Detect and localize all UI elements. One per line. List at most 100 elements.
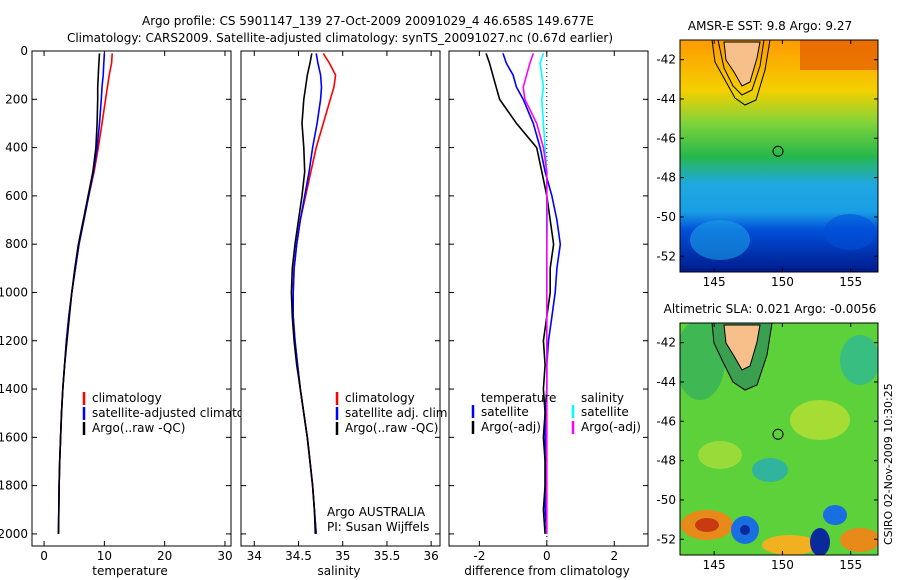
sla-patch <box>752 458 788 482</box>
tasmania-land <box>723 41 761 87</box>
x-tick-label: 155 <box>839 558 862 572</box>
x-tick-label: 0 <box>543 549 551 563</box>
y-tick-label: -48 <box>656 454 676 468</box>
legend-label-sal-satellite: satellite <box>581 405 629 419</box>
sst-map-title: AMSR-E SST: 9.8 Argo: 9.27 <box>688 19 852 33</box>
legend-label-temp-argo: Argo(-adj) <box>481 420 541 434</box>
x-tick-label: 34 <box>247 549 262 563</box>
series-line <box>522 53 548 534</box>
sst-patch <box>824 214 876 250</box>
y-tick-label: -42 <box>656 336 676 350</box>
y-tick-label: 600 <box>5 189 28 203</box>
x-tick-label: 145 <box>703 275 726 289</box>
x-tick-label: 155 <box>839 275 862 289</box>
y-tick-label: -52 <box>656 532 676 546</box>
salinity-ticks: 34 34.5 35 35.5 36 <box>241 50 440 563</box>
y-tick-label: -46 <box>656 131 676 145</box>
x-tick-label: 34.5 <box>285 549 312 563</box>
temperature-legend: climatology satellite-adjusted climatolo… <box>82 391 270 435</box>
y-tick-label: -48 <box>656 171 676 185</box>
difference-panel: -2 0 2 difference from climatology tempera… <box>448 50 649 578</box>
sla-patch <box>840 528 878 552</box>
x-tick-label: 35 <box>335 549 350 563</box>
legend-label-temp-satellite: satellite <box>481 405 529 419</box>
sst-contour-inner <box>717 40 765 96</box>
x-tick-label: 150 <box>771 275 794 289</box>
y-tick-label: 400 <box>5 141 28 155</box>
argo-annotation-line2: PI: Susan Wijffels <box>327 520 429 534</box>
series-line <box>502 53 562 534</box>
difference-xlabel: difference from climatology <box>464 564 630 578</box>
temperature-axes-box <box>31 50 232 547</box>
y-tick-label: 1000 <box>0 285 28 299</box>
x-tick-label: 20 <box>157 549 172 563</box>
y-tick-label: -46 <box>656 414 676 428</box>
y-tick-label: 1800 <box>0 479 28 493</box>
x-tick-label: 145 <box>703 558 726 572</box>
x-tick-label: 150 <box>771 558 794 572</box>
sst-map-frame <box>679 39 879 273</box>
sla-patch <box>695 518 719 532</box>
y-tick-label: -50 <box>656 493 676 507</box>
x-tick-label: 36 <box>424 549 439 563</box>
y-tick-label: -44 <box>656 375 676 389</box>
argo-annotation-line1: Argo AUSTRALIA <box>327 505 426 519</box>
sla-patch <box>762 535 818 555</box>
x-tick-label: 30 <box>217 549 232 563</box>
temperature-ticks: 0 10 20 30 0 200 400 600 800 1000 1200 1400 1600 1800… <box>0 44 233 563</box>
sla-patch <box>840 335 878 385</box>
figure-title-line1: Argo profile: CS 5901147_139 27-Oct-2009… <box>142 14 594 28</box>
legend-label-satellite: satellite adj. clim. <box>345 406 451 420</box>
y-tick-label: 2000 <box>0 527 28 541</box>
difference-ticks: -2 0 2 <box>449 50 648 563</box>
sla-patch <box>698 441 742 469</box>
salinity-panel: 34 34.5 35 35.5 36 salinity climatology sate… <box>240 50 451 578</box>
sla-map-ticks: 145 150 155 -42 -44 -46 -48 -50 -52 <box>656 323 878 572</box>
argo-position-marker <box>772 145 784 157</box>
legend-label-argo: Argo(..raw -QC) <box>345 421 438 435</box>
sla-patch <box>823 505 847 525</box>
temperature-panel: 0 10 20 30 0 200 400 600 800 1000 1200 1400 1600 1800… <box>0 44 270 578</box>
temperature-xlabel: temperature <box>92 564 167 578</box>
legend-title-temperature: temperature <box>481 391 556 405</box>
difference-axes-box <box>448 50 649 547</box>
series-line <box>290 53 317 534</box>
temperature-lines <box>57 53 113 534</box>
y-tick-label: 1400 <box>0 382 28 396</box>
legend-label-argo: Argo(..raw -QC) <box>92 421 185 435</box>
salinity-xlabel: salinity <box>317 564 360 578</box>
sst-contour-outer <box>711 40 771 106</box>
salinity-axes-box <box>240 50 441 547</box>
legend-label-climatology: climatology <box>345 391 415 405</box>
x-tick-label: 10 <box>97 549 112 563</box>
sst-patch <box>690 220 750 260</box>
y-tick-label: 200 <box>5 92 28 106</box>
sla-patch <box>810 528 830 555</box>
difference-lines <box>485 53 562 534</box>
legend-label-climatology: climatology <box>92 391 162 405</box>
y-tick-label: -50 <box>656 210 676 224</box>
sst-map-panel: AMSR-E SST: 9.8 Argo: 9.27 145 150 155 -42 -… <box>656 19 879 289</box>
y-tick-label: 1600 <box>0 430 28 444</box>
legend-label-sal-argo: Argo(-adj) <box>581 420 641 434</box>
figure-title-line2: Climatology: CARS2009. Satellite-adjuste… <box>67 31 613 45</box>
x-tick-label: 0 <box>40 549 48 563</box>
x-tick-label: 2 <box>610 549 618 563</box>
sla-patch <box>740 525 750 535</box>
legend-label-satellite: satellite-adjusted climatology <box>92 406 270 420</box>
y-tick-label: 1200 <box>0 334 28 348</box>
y-tick-label: 0 <box>20 44 28 58</box>
salinity-lines <box>290 52 337 534</box>
legend-title-salinity: salinity <box>581 391 624 405</box>
sla-map-panel: Altimetric SLA: 0.021 Argo: -0.0056 145 1… <box>656 302 879 572</box>
y-tick-label: -42 <box>656 53 676 67</box>
y-tick-label: 800 <box>5 237 28 251</box>
sla-map-title: Altimetric SLA: 0.021 Argo: -0.0056 <box>664 302 877 316</box>
sla-map-frame <box>679 322 879 556</box>
sla-patch <box>790 400 850 440</box>
y-tick-label: -44 <box>656 92 676 106</box>
footer-stamp: CSIRO 02-Nov-2009 10:30:25 <box>882 383 895 545</box>
salinity-legend: climatology satellite adj. clim. Argo(..… <box>335 391 451 435</box>
difference-legend: temperature salinity satellite Argo(-adj… <box>471 391 641 434</box>
